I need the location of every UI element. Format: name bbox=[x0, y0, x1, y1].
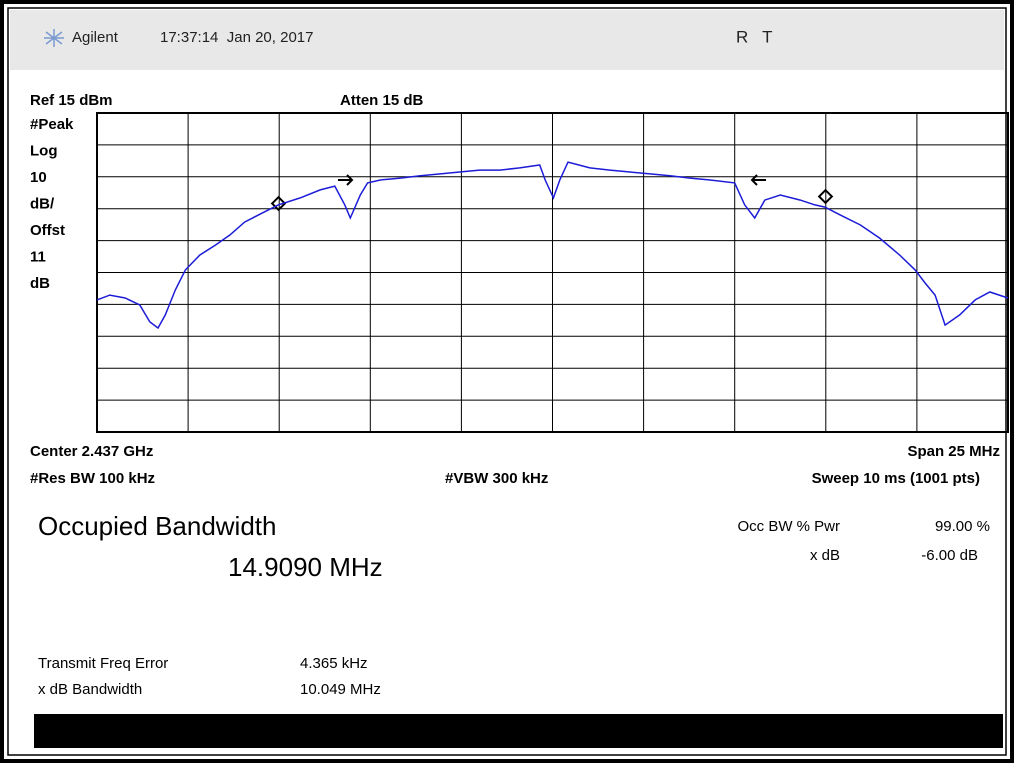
graticule bbox=[96, 112, 1009, 433]
vbw: #VBW 300 kHz bbox=[445, 470, 548, 487]
brand-icon bbox=[44, 29, 64, 47]
setting-label: x dB bbox=[810, 547, 840, 564]
result-value: 10.049 MHz bbox=[300, 681, 381, 698]
inner-frame bbox=[7, 7, 1007, 756]
side-label: 10 bbox=[30, 169, 47, 186]
sweep: Sweep 10 ms (1001 pts) bbox=[812, 470, 980, 487]
trace bbox=[96, 161, 1009, 330]
side-label: Offst bbox=[30, 222, 65, 239]
side-label: 11 bbox=[30, 248, 46, 265]
result-label: Transmit Freq Error bbox=[38, 655, 168, 672]
res-bw: #Res BW 100 kHz bbox=[30, 470, 155, 487]
result-label: x dB Bandwidth bbox=[38, 681, 142, 698]
header-bar bbox=[10, 10, 1004, 70]
brand: Agilent bbox=[72, 29, 119, 46]
side-label: dB bbox=[30, 275, 50, 292]
status-bar bbox=[34, 714, 1003, 748]
center-freq: Center 2.437 GHz bbox=[30, 443, 153, 460]
result-value: 4.365 kHz bbox=[300, 655, 368, 672]
setting-label: Occ BW % Pwr bbox=[737, 518, 840, 535]
status-flags: R T bbox=[736, 27, 773, 46]
measurement-value: 14.9090 MHz bbox=[228, 552, 383, 582]
measurement-title: Occupied Bandwidth bbox=[38, 511, 276, 541]
setting-value: -6.00 dB bbox=[921, 547, 978, 564]
timestamp: 17:37:14 Jan 20, 2017 bbox=[160, 29, 313, 46]
setting-value: 99.00 % bbox=[935, 518, 990, 535]
attenuation: Atten 15 dB bbox=[340, 92, 424, 109]
side-label: dB/ bbox=[30, 195, 55, 212]
side-label: #Peak bbox=[30, 116, 74, 133]
ref-level: Ref 15 dBm bbox=[30, 92, 113, 109]
side-label: Log bbox=[30, 142, 58, 159]
markers bbox=[270, 174, 834, 212]
span: Span 25 MHz bbox=[907, 443, 1000, 460]
